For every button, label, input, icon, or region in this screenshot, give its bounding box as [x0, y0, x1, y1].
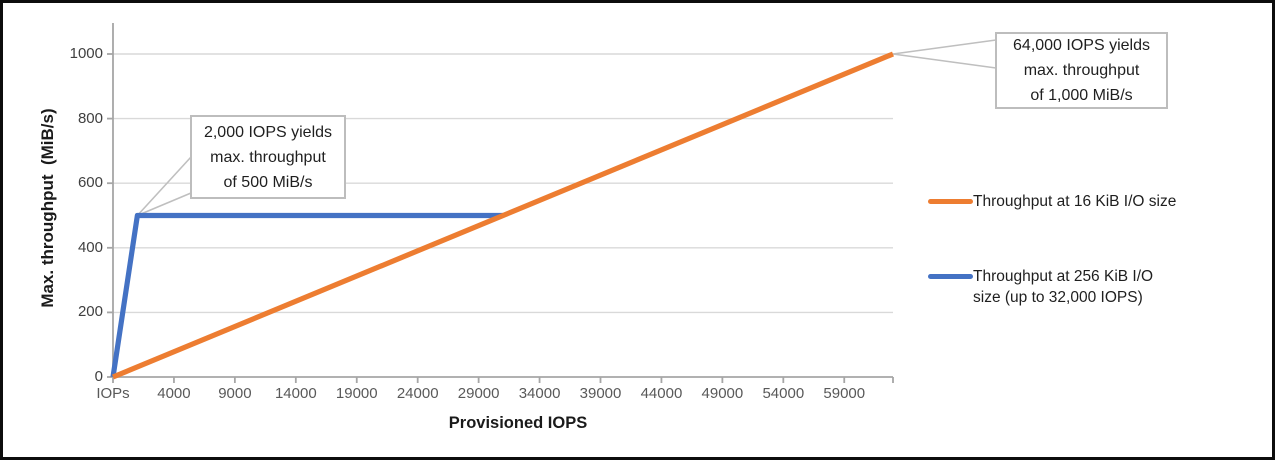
y-tick-label: 800: [77, 109, 103, 127]
callout-2000-iops: 2,000 IOPS yields max. throughput of 500…: [190, 115, 346, 199]
legend-label-256kib: Throughput at 256 KiB I/O size (up to 32…: [973, 268, 1154, 306]
callout-leader-line: [892, 53, 997, 69]
x-tick-label: 14000: [274, 385, 317, 402]
y-axis-title: Max. throughput (MiB/s): [38, 108, 57, 308]
x-tick-label: 59000: [823, 385, 866, 402]
series-line-throughput-256kib: [110, 212, 503, 378]
x-tick-label: 49000: [701, 385, 744, 402]
legend-swatch-256kib-icon: [928, 274, 973, 279]
series-line-throughput-16kib: [112, 51, 894, 380]
y-tick-label: 0: [94, 368, 103, 385]
x-tick-label: IOPs: [96, 385, 130, 402]
callout-64000-iops: 64,000 IOPS yields max. throughput of 1,…: [995, 32, 1168, 109]
plot-layer: IOPs 4000 9000 14000 19000 24000 29000 34000 390…: [3, 3, 1272, 457]
callout-leader-line: [137, 192, 192, 217]
y-tick-label: 1000: [69, 45, 103, 62]
x-tick-label: 24000: [396, 385, 439, 402]
x-tick-label: 4000: [157, 385, 191, 402]
callout-leader-line: [892, 39, 997, 55]
legend-item-16kib: Throughput at 16 KiB I/O size: [928, 191, 1176, 212]
legend-item-256kib: Throughput at 256 KiB I/O size (up to 32…: [928, 266, 1168, 308]
x-tick-label: 34000: [518, 385, 561, 402]
legend-swatch-16kib-icon: [928, 199, 973, 204]
y-tick-label: 600: [77, 174, 103, 192]
legend-label-16kib: Throughput at 16 KiB I/O size: [973, 193, 1177, 210]
y-tick-label: 400: [77, 238, 103, 256]
x-tick-label: 29000: [457, 385, 500, 402]
x-tick-label: 39000: [579, 385, 622, 402]
x-tick-label: 19000: [335, 385, 378, 402]
x-tick-label: 44000: [640, 385, 683, 402]
callout-leader-line: [136, 156, 192, 217]
x-tick-label: 9000: [218, 385, 252, 402]
y-tick-label: 200: [77, 303, 103, 321]
x-tick-label: 54000: [762, 385, 805, 402]
x-axis-title: Provisioned IOPS: [448, 414, 588, 432]
